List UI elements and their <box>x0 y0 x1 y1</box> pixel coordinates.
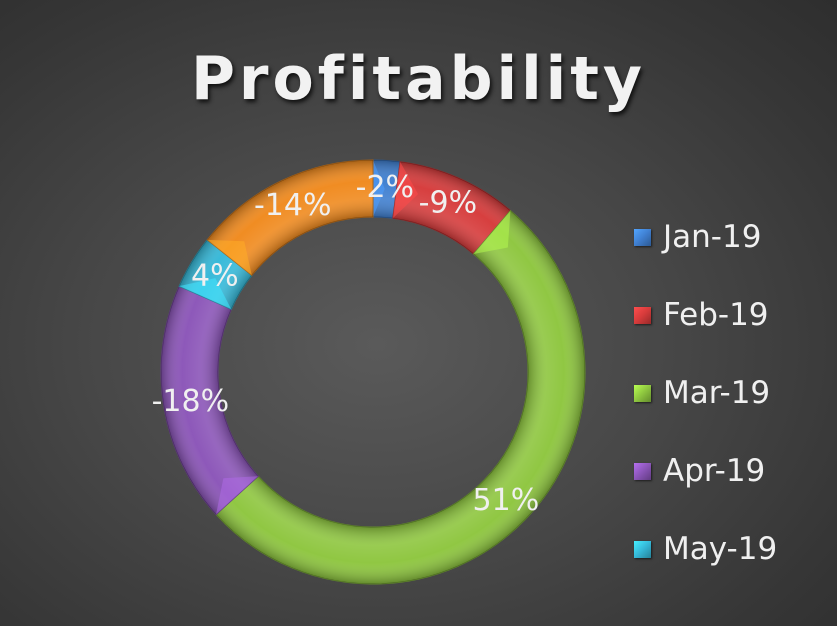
legend-item-mar-19: Mar-19 <box>634 354 834 432</box>
data-label-1: -2% <box>356 170 414 205</box>
data-label-3: 51% <box>473 483 540 518</box>
donut-slices <box>161 160 585 584</box>
legend-item-feb-19: Feb-19 <box>634 276 834 354</box>
legend-item-apr-19: Apr-19 <box>634 432 834 510</box>
legend-item-jan-19: Jan-19 <box>634 198 834 276</box>
data-label-6: -14% <box>254 188 332 223</box>
legend-label: May-19 <box>663 531 777 567</box>
legend-swatch <box>634 463 651 480</box>
data-label-5: 4% <box>191 259 239 294</box>
legend-swatch <box>634 541 651 558</box>
legend-swatch <box>634 229 651 246</box>
donut-slice-shading <box>216 211 585 584</box>
legend-item-may-19: May-19 <box>634 510 834 588</box>
legend: Jan-19 Feb-19 Mar-19 Apr-19 May-19 <box>634 198 834 588</box>
legend-swatch <box>634 385 651 402</box>
legend-label: Mar-19 <box>663 375 770 411</box>
data-label-2: -9% <box>419 185 477 220</box>
legend-label: Apr-19 <box>663 453 765 489</box>
legend-swatch <box>634 307 651 324</box>
data-label-4: -18% <box>152 384 230 419</box>
legend-label: Jan-19 <box>663 219 761 255</box>
legend-label: Feb-19 <box>663 297 769 333</box>
